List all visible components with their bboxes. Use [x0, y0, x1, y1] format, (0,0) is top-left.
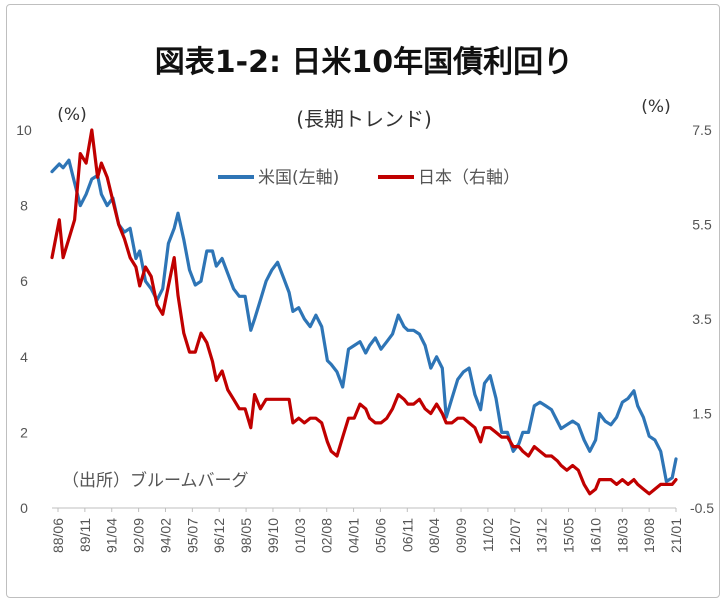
x-tick-label: 15/05	[561, 518, 577, 553]
y-right-tick-label: 1.5	[692, 406, 712, 422]
legend-label-us: 米国(左軸)	[258, 168, 339, 188]
x-tick-label: 11/02	[480, 518, 496, 552]
legend: 米国(左軸) 日本（右軸）	[218, 168, 520, 188]
y-left-tick-label: 2	[20, 424, 28, 440]
x-tick-label: 16/10	[587, 518, 603, 553]
y-right-tick-label: 7.5	[692, 122, 712, 138]
x-tick-label: 18/03	[614, 518, 630, 553]
x-tick-label: 21/01	[668, 518, 684, 553]
x-tick-label: 88/06	[50, 518, 66, 553]
y-right-tick-label: 5.5	[692, 217, 712, 233]
x-tick-label: 98/05	[238, 518, 254, 553]
y-left-tick-label: 10	[16, 122, 32, 138]
x-tick-label: 92/09	[131, 518, 147, 553]
x-tick-label: 01/03	[292, 518, 308, 553]
left-axis-unit: (%)	[57, 105, 86, 125]
series-line-japan	[50, 128, 678, 496]
y-right-tick-label: -0.5	[690, 500, 714, 516]
axes: 10 8 6 4 2 0 7.5 5.5 3.5 1.5 -0.5 88/06 89/11 91/04 92…	[16, 122, 714, 553]
x-tick-label: 12/07	[507, 518, 523, 553]
x-tick-label: 09/09	[453, 518, 469, 553]
chart-title: 図表1-2: 日米10年国債利回り	[155, 45, 573, 80]
x-tick-label: 05/06	[372, 518, 388, 553]
x-tick-label: 02/08	[319, 518, 335, 553]
series-layer	[50, 128, 678, 496]
right-axis-unit: (%)	[641, 97, 670, 117]
x-tick-label: 99/10	[265, 518, 281, 553]
x-tick-label: 19/08	[641, 518, 657, 553]
x-tick-label: 89/11	[77, 518, 93, 552]
x-tick-label: 04/01	[346, 518, 362, 553]
series-line-us	[50, 158, 678, 484]
y-right-tick-label: 3.5	[692, 311, 712, 327]
y-left-tick-label: 8	[20, 198, 28, 214]
x-tick-label: 08/04	[426, 518, 442, 553]
x-tick-label: 96/12	[211, 518, 227, 553]
legend-label-japan: 日本（右軸）	[418, 168, 520, 188]
x-tick-label: 95/07	[184, 518, 200, 553]
y-left-tick-label: 0	[20, 500, 28, 516]
chart-subtitle: (長期トレンド)	[296, 107, 432, 131]
x-tick-label: 91/04	[104, 518, 120, 553]
source-note: （出所）ブルームバーグ	[62, 470, 249, 491]
y-left-tick-label: 4	[20, 349, 28, 365]
chart-frame	[6, 4, 720, 598]
y-left-tick-label: 6	[20, 273, 28, 289]
x-tick-label: 94/02	[157, 518, 173, 553]
x-tick-label: 06/11	[399, 518, 415, 552]
x-tick-label: 13/12	[534, 518, 550, 553]
